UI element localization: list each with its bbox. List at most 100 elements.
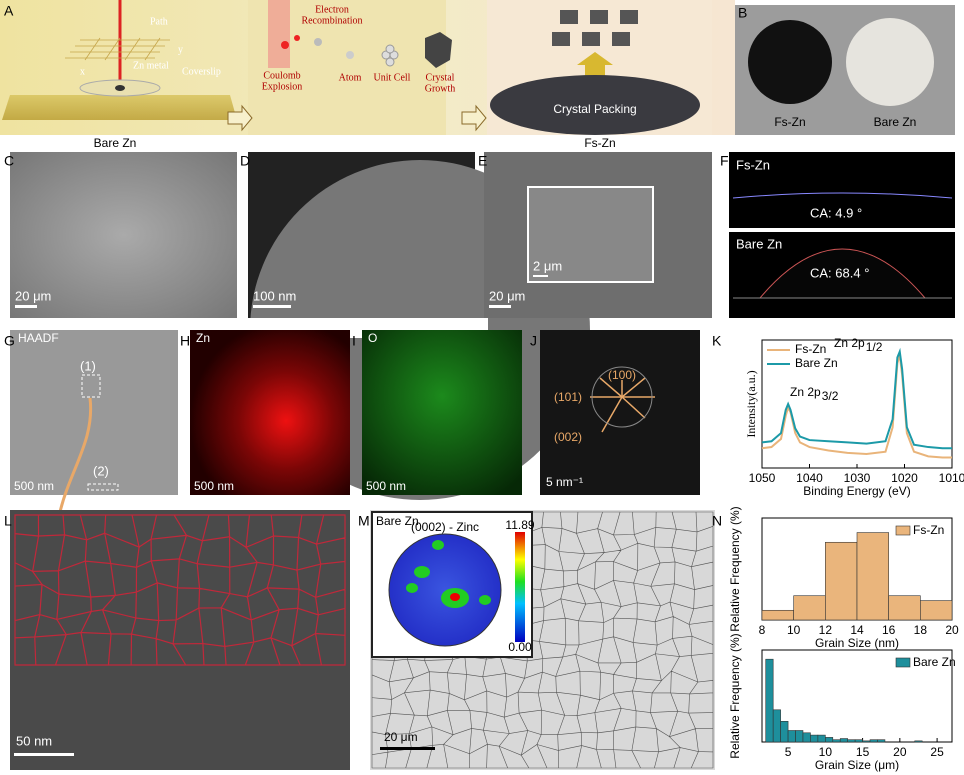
histogram-bar — [787, 730, 796, 743]
label: Zn metal — [133, 60, 169, 71]
x-axis-label: Binding Energy (eV) — [803, 484, 910, 498]
x-tick-label: 20 — [893, 745, 907, 759]
label: Atom — [339, 72, 362, 83]
label: CA: 68.4 ° — [810, 265, 869, 280]
x-tick-label: 10 — [819, 745, 833, 759]
haadf — [10, 330, 178, 495]
x-tick-label: 1040 — [796, 471, 823, 485]
panel-label: K — [712, 333, 722, 349]
panel-label: N — [712, 513, 722, 529]
label: 11.89 — [505, 518, 534, 532]
panel-label: H — [180, 333, 190, 349]
histogram-bar — [825, 737, 834, 743]
label: Zn — [196, 331, 210, 345]
panel-label: L — [4, 513, 12, 529]
x-tick-label: 1020 — [891, 471, 918, 485]
saed-lines — [590, 377, 655, 433]
x-axis-label: Grain Size (μm) — [815, 758, 899, 772]
labels: Path y x Zn metal Coverslip Bare Zn Elec… — [14, 4, 916, 748]
ca-fs — [729, 152, 955, 228]
histogram-bar — [856, 532, 889, 621]
zoom-arrow — [58, 397, 93, 513]
x-tick-label: 15 — [856, 745, 870, 759]
label: Bare Zn — [874, 115, 917, 129]
label: (2) — [93, 463, 109, 478]
legend-label: Bare Zn — [795, 356, 838, 370]
label: Fs-Zn — [584, 136, 615, 150]
pole-max — [450, 593, 460, 601]
scale-label: 2 μm — [533, 258, 562, 273]
crystal-array — [552, 10, 638, 46]
histogram-bar — [765, 658, 774, 743]
label: 0.00 — [508, 640, 532, 654]
ion — [294, 35, 300, 41]
label: Fs-Zn — [774, 115, 805, 129]
saed-ring — [591, 366, 653, 428]
sem-e-inset — [527, 186, 654, 283]
arrow-up — [577, 52, 613, 80]
plasma — [268, 0, 290, 68]
legend-label: Fs-Zn — [795, 342, 826, 356]
histogram-bar — [854, 739, 863, 743]
scale-label: 50 nm — [16, 733, 52, 748]
y-axis-label: Intensity(a.u.) — [744, 370, 758, 437]
annotation: Zn 2p — [834, 336, 865, 350]
panel-label: B — [738, 5, 747, 21]
label: Coverslip — [182, 66, 221, 77]
electron — [314, 38, 322, 46]
fs-zn-disc — [748, 20, 832, 104]
panel-label: E — [478, 153, 487, 169]
scale-label: 5 nm⁻¹ — [546, 475, 583, 489]
label: y — [178, 44, 183, 55]
histogram-bar — [888, 595, 921, 621]
scale-label: 20 μm — [384, 730, 418, 744]
histogram-bar — [802, 732, 811, 743]
histogram-bar — [847, 739, 856, 743]
map-o — [362, 330, 522, 495]
spectrum-line — [761, 347, 952, 450]
histogram-bar — [810, 734, 819, 743]
annotation-sub: 3/2 — [822, 389, 839, 403]
label: (101) — [554, 390, 582, 404]
panel-label: D — [240, 153, 250, 169]
panel-label: I — [352, 333, 356, 349]
x-tick-label: 10 — [787, 623, 801, 637]
bare-zn-disc — [846, 18, 934, 106]
grain-boundaries — [14, 514, 346, 666]
x-tick-label: 20 — [945, 623, 959, 637]
grain-outline — [14, 514, 346, 666]
x-tick-label: 25 — [930, 745, 944, 759]
pole-hotspots — [406, 540, 491, 608]
histogram-bar — [877, 739, 886, 743]
substrate — [490, 75, 700, 135]
plot-frame — [761, 339, 953, 469]
label: Crystal Packing — [553, 102, 636, 116]
label: CA: 4.9 ° — [810, 205, 862, 220]
histogram-bar — [869, 739, 878, 743]
sem-c — [10, 152, 237, 318]
label: Bare Zn — [736, 236, 782, 251]
y-axis-label: Relative Frequency (%) — [728, 633, 742, 758]
scale-label: 500 nm — [14, 479, 54, 493]
x-tick-label: 12 — [819, 623, 833, 637]
atom — [346, 51, 354, 59]
label: Bare Zn — [94, 136, 137, 150]
label: O — [368, 331, 377, 345]
region-box — [87, 483, 119, 491]
x-tick-label: 14 — [850, 623, 864, 637]
histogram-bar — [832, 739, 841, 743]
x-tick-label: 16 — [882, 623, 896, 637]
x-tick-label: 5 — [785, 745, 792, 759]
x-tick-label: 18 — [914, 623, 928, 637]
label: (002) — [554, 430, 582, 444]
pole-figure — [388, 533, 502, 647]
histogram-bar — [772, 709, 781, 743]
y-axis-label: Relative Frequency (%) — [728, 506, 742, 631]
label: (1) — [80, 358, 96, 373]
legend-label: Fs-Zn — [913, 523, 944, 537]
scale-bar-m — [380, 747, 435, 750]
annotation-sub: 1/2 — [866, 340, 883, 354]
label: Recombination — [301, 15, 362, 26]
